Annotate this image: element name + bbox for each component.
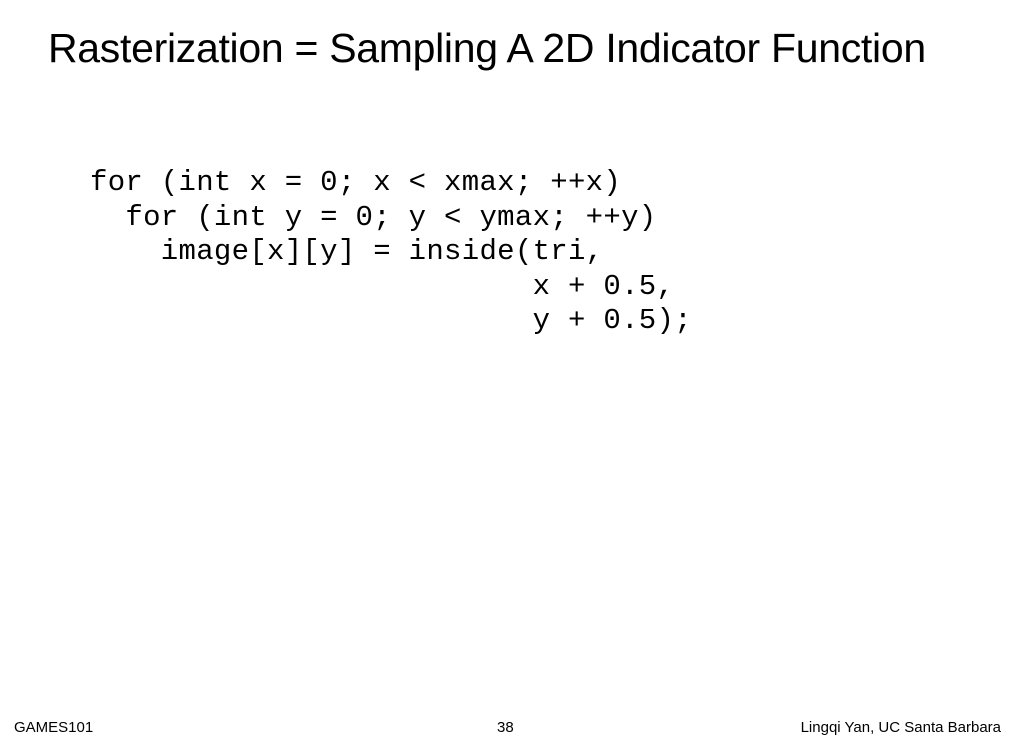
footer-page-number: 38 [497,719,514,736]
code-line: for (int y = 0; y < ymax; ++y) [90,200,657,234]
footer-course-name: GAMES101 [14,719,94,736]
code-line: for (int x = 0; x < xmax; ++x) [90,166,622,199]
code-line: x + 0.5, [90,269,675,303]
slide-title: Rasterization = Sampling A 2D Indicator … [48,25,926,71]
code-block: for (int x = 0; x < xmax; ++x) for (int … [90,166,692,339]
footer-author: Lingqi Yan, UC Santa Barbara [800,719,1001,736]
code-line: image[x][y] = inside(tri, [90,235,604,268]
code-line: y + 0.5); [90,304,692,337]
